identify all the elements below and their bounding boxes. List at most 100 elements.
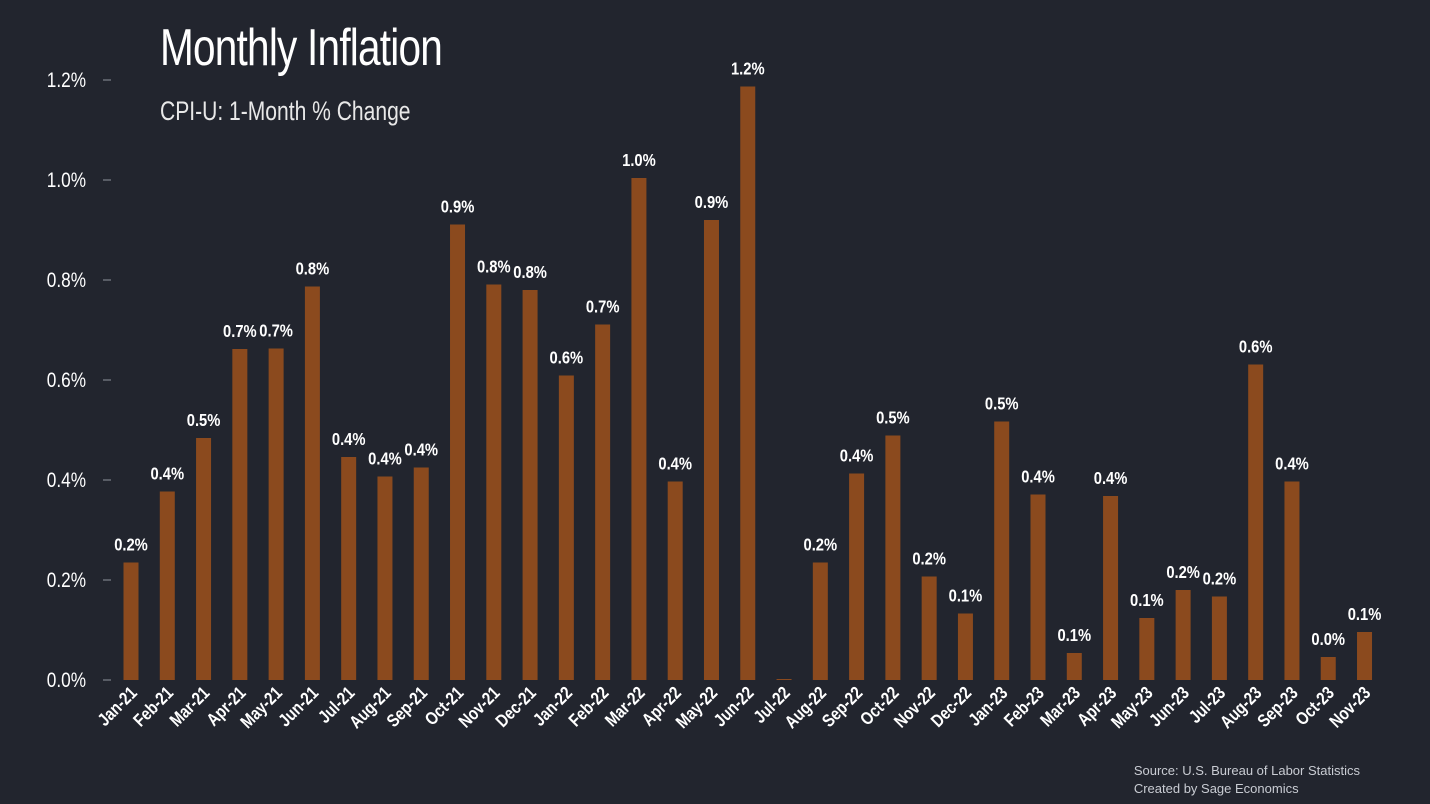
bar xyxy=(413,467,429,680)
data-label: 0.2% xyxy=(1203,569,1237,589)
bar xyxy=(450,224,466,680)
bar xyxy=(1248,364,1264,680)
data-label: 0.9% xyxy=(441,197,475,217)
data-label: 0.5% xyxy=(187,411,221,431)
x-tick-label: Jun-21 xyxy=(275,683,323,731)
y-axis: 0.0% 0.2% 0.4% 0.6% 0.8% 1.0% 1.2% xyxy=(47,70,111,693)
y-tick-label: 0.8% xyxy=(47,270,86,293)
y-tick-label: 0.0% xyxy=(47,670,86,693)
data-label: 0.4% xyxy=(1275,454,1309,474)
bar xyxy=(885,435,901,680)
data-label: 0.2% xyxy=(912,549,946,569)
data-label: 0.4% xyxy=(404,440,438,460)
data-label: 1.0% xyxy=(622,151,656,171)
bar xyxy=(1103,496,1119,680)
x-tick-label: Sep-21 xyxy=(383,683,431,731)
bar xyxy=(123,562,139,680)
data-label: 0.2% xyxy=(804,535,838,555)
bar xyxy=(957,613,973,680)
data-label: 0.0% xyxy=(1311,630,1345,650)
source-line: Source: U.S. Bureau of Labor Statistics xyxy=(1133,763,1360,778)
data-label: 0.8% xyxy=(513,263,547,283)
bar xyxy=(1211,596,1227,680)
bar xyxy=(196,438,212,680)
data-label: 0.1% xyxy=(1130,591,1164,611)
x-tick-label: Feb-21 xyxy=(130,683,178,731)
bar xyxy=(486,284,502,680)
x-axis: Jan-21Feb-21Mar-21Apr-21May-21Jun-21Jul-… xyxy=(94,683,1374,732)
x-tick-label: May-22 xyxy=(672,683,721,732)
bar xyxy=(341,457,357,680)
y-tick-label: 0.6% xyxy=(47,370,86,393)
bar xyxy=(304,286,320,680)
bar xyxy=(1357,632,1373,680)
bar xyxy=(1139,618,1155,680)
data-label: 0.4% xyxy=(150,464,184,484)
x-tick-label: Feb-23 xyxy=(1001,683,1049,731)
data-label: 0.6% xyxy=(550,348,584,368)
data-label: 0.4% xyxy=(1094,469,1128,489)
y-tick-label: 1.0% xyxy=(47,170,86,193)
bar xyxy=(595,324,611,680)
y-tick-label: 1.2% xyxy=(47,70,86,93)
bar xyxy=(558,375,574,680)
x-tick-label: Sep-22 xyxy=(819,683,867,731)
bar xyxy=(1175,590,1191,680)
bar xyxy=(703,220,719,680)
x-tick-label: Aug-21 xyxy=(346,683,395,732)
data-label: 0.2% xyxy=(114,535,148,555)
source-note: Source: U.S. Bureau of Labor Statistics … xyxy=(1134,762,1360,798)
data-label: 0.1% xyxy=(949,586,983,606)
data-label: 0.8% xyxy=(296,259,330,279)
bar xyxy=(232,349,248,680)
x-tick-label: Feb-22 xyxy=(565,683,613,731)
x-tick-label: Mar-23 xyxy=(1037,683,1085,731)
bar xyxy=(631,178,647,680)
x-tick-label: Aug-23 xyxy=(1217,683,1266,732)
x-tick-label: Jan-23 xyxy=(965,683,1012,730)
x-tick-label: Mar-22 xyxy=(601,683,649,731)
data-label: 0.5% xyxy=(985,394,1019,414)
x-tick-label: Nov-22 xyxy=(891,683,940,732)
bar xyxy=(1284,481,1300,680)
bar xyxy=(1066,653,1082,680)
x-tick-label: May-21 xyxy=(237,683,286,732)
data-label: 0.7% xyxy=(223,322,257,342)
x-tick-label: Jan-21 xyxy=(94,683,141,730)
bar xyxy=(776,679,792,680)
x-tick-label: Mar-21 xyxy=(166,683,214,731)
y-tick-label: 0.4% xyxy=(47,470,86,493)
y-tick-label: 0.2% xyxy=(47,570,86,593)
bar xyxy=(159,491,175,680)
x-tick-label: Sep-23 xyxy=(1254,683,1302,731)
data-label: 1.2% xyxy=(731,59,765,79)
x-tick-label: Dec-22 xyxy=(927,683,975,731)
data-label: 0.4% xyxy=(840,446,874,466)
x-tick-label: Jun-23 xyxy=(1146,683,1194,731)
data-label: 0.4% xyxy=(658,454,692,474)
data-labels: 0.2%0.4%0.5%0.7% 0.7%0.8%0.4%0.4% 0.4%0.9%… xyxy=(114,59,1381,649)
credit-line: Created by Sage Economics xyxy=(1133,781,1299,796)
x-tick-label: May-23 xyxy=(1108,683,1157,732)
data-label: 0.4% xyxy=(332,430,366,450)
chart-title: Monthly Inflation xyxy=(160,19,443,77)
x-tick-label: Jan-22 xyxy=(530,683,577,730)
bar xyxy=(812,562,828,680)
bar xyxy=(377,476,393,680)
chart-subtitle: CPI-U: 1-Month % Change xyxy=(160,96,411,126)
bar xyxy=(667,481,683,680)
data-label: 0.1% xyxy=(1057,626,1091,646)
data-label: 0.6% xyxy=(1239,337,1273,357)
data-label: 0.8% xyxy=(477,257,511,277)
x-tick-label: Nov-21 xyxy=(455,683,504,732)
x-tick-label: Dec-21 xyxy=(492,683,540,731)
data-label: 0.7% xyxy=(586,297,620,317)
x-tick-label: Nov-23 xyxy=(1326,683,1375,732)
bar xyxy=(740,86,756,680)
data-label: 0.1% xyxy=(1348,605,1382,625)
data-label: 0.9% xyxy=(695,193,729,213)
data-label: 0.4% xyxy=(1021,467,1055,487)
bar xyxy=(1320,657,1336,680)
data-label: 0.7% xyxy=(259,321,293,341)
